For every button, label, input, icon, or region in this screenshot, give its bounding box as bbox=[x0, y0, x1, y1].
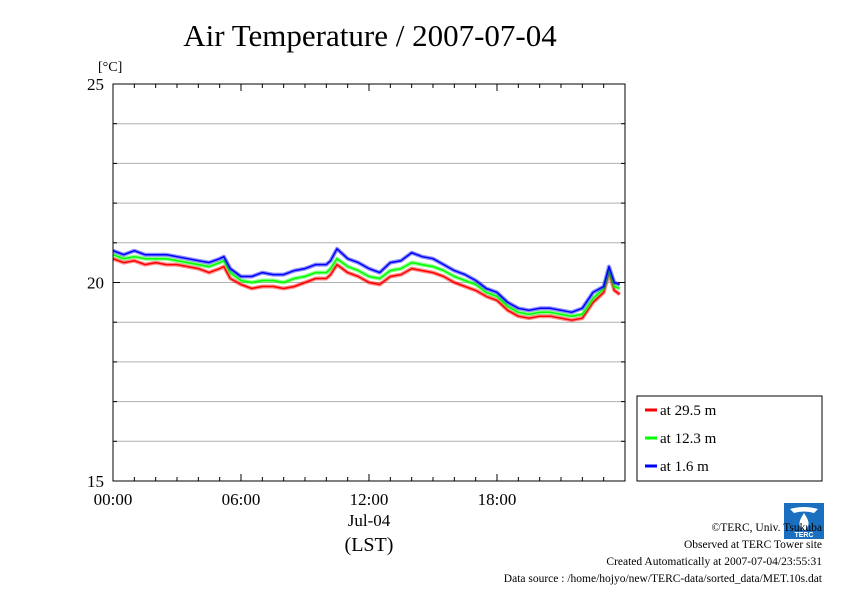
chart-title: Air Temperature / 2007-07-04 bbox=[183, 18, 557, 53]
x-tick-label: 06:00 bbox=[222, 490, 261, 509]
x-tick-label: 00:00 bbox=[94, 490, 133, 509]
series-lines bbox=[112, 246, 621, 323]
series-line-0 bbox=[112, 257, 621, 321]
footer-copyright: ©TERC, Univ. Tsukuba bbox=[711, 522, 822, 534]
footer-observed: Observed at TERC Tower site bbox=[683, 539, 822, 551]
y-unit-label: [°C] bbox=[98, 60, 122, 75]
logo-text: TERC bbox=[794, 532, 813, 539]
footer-created: Created Automatically at 2007-07-04/23:5… bbox=[606, 556, 822, 568]
x-date-label: Jul-04 bbox=[348, 511, 391, 530]
x-axis-label: (LST) bbox=[345, 534, 394, 556]
terc-logo: TERC bbox=[784, 503, 824, 539]
series-line-2 bbox=[112, 248, 620, 314]
legend-label: at 1.6 m bbox=[660, 459, 709, 475]
y-tick-label: 25 bbox=[87, 75, 104, 94]
legend: at 29.5 m at 12.3 m at 1.6 m bbox=[636, 395, 823, 482]
legend-label: at 29.5 m bbox=[660, 403, 717, 419]
logo-drop-shape bbox=[799, 513, 809, 531]
logo-arc-shape bbox=[790, 507, 818, 513]
legend-box bbox=[636, 395, 823, 482]
legend-label: at 12.3 m bbox=[660, 431, 717, 447]
x-tick-label: 12:00 bbox=[350, 490, 389, 509]
x-axis-ticks: 00:00 06:00 12:00 18:00 bbox=[94, 84, 626, 509]
x-tick-label: 18:00 bbox=[478, 490, 517, 509]
y-tick-label: 15 bbox=[87, 472, 104, 491]
y-axis-ticks: 15 20 25 bbox=[87, 75, 625, 491]
series-line-1 bbox=[112, 253, 620, 317]
y-tick-label: 20 bbox=[87, 274, 104, 293]
footer-source: Data source : /home/hojyo/new/TERC-data/… bbox=[503, 573, 822, 585]
